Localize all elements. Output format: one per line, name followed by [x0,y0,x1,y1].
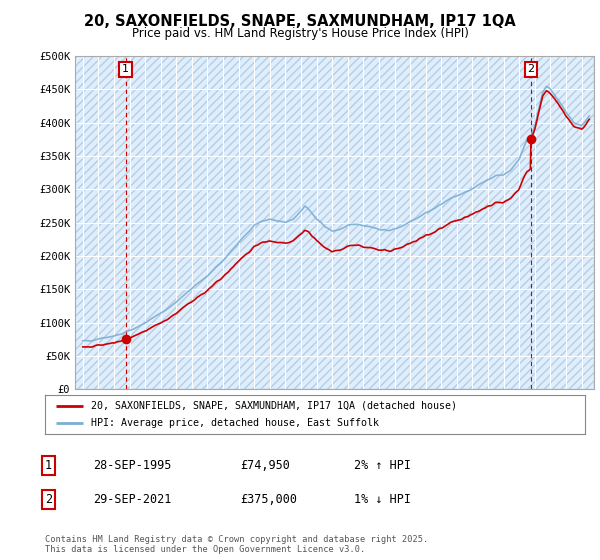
Text: Contains HM Land Registry data © Crown copyright and database right 2025.
This d: Contains HM Land Registry data © Crown c… [45,535,428,554]
Text: 20, SAXONFIELDS, SNAPE, SAXMUNDHAM, IP17 1QA: 20, SAXONFIELDS, SNAPE, SAXMUNDHAM, IP17… [84,14,516,29]
Text: 1: 1 [122,64,129,74]
Text: 29-SEP-2021: 29-SEP-2021 [93,493,172,506]
Text: 1: 1 [45,459,52,473]
Text: HPI: Average price, detached house, East Suffolk: HPI: Average price, detached house, East… [91,418,379,428]
Text: 2: 2 [527,64,535,74]
Text: 28-SEP-1995: 28-SEP-1995 [93,459,172,473]
Text: 1% ↓ HPI: 1% ↓ HPI [354,493,411,506]
Text: £74,950: £74,950 [240,459,290,473]
Text: 2% ↑ HPI: 2% ↑ HPI [354,459,411,473]
Text: £375,000: £375,000 [240,493,297,506]
Text: Price paid vs. HM Land Registry's House Price Index (HPI): Price paid vs. HM Land Registry's House … [131,27,469,40]
Text: 20, SAXONFIELDS, SNAPE, SAXMUNDHAM, IP17 1QA (detached house): 20, SAXONFIELDS, SNAPE, SAXMUNDHAM, IP17… [91,401,457,411]
Text: 2: 2 [45,493,52,506]
